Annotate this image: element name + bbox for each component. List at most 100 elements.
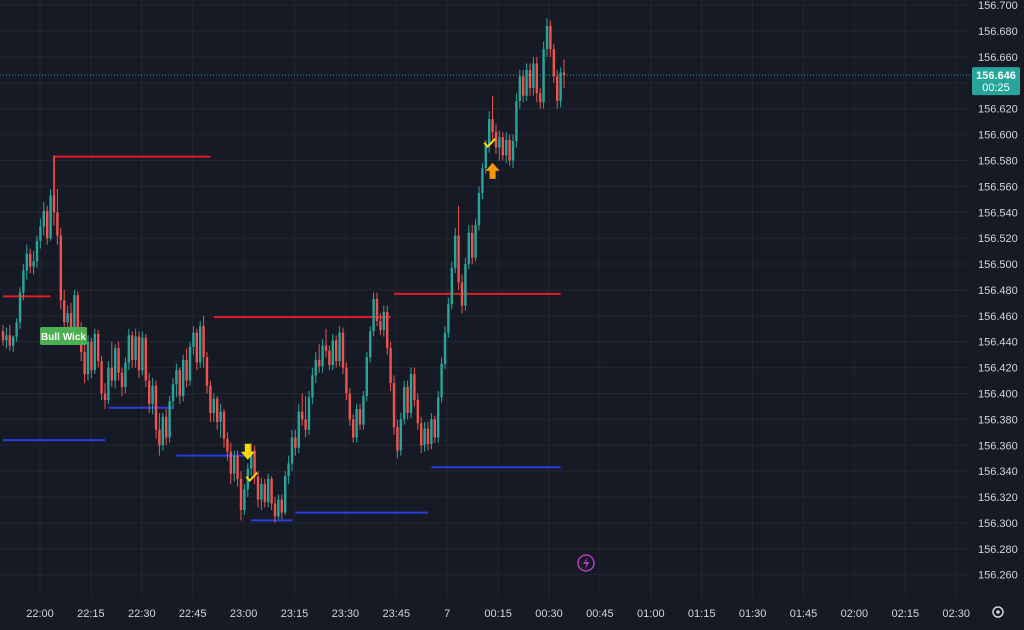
candle (528, 63, 532, 96)
lightning-icon[interactable] (577, 554, 595, 572)
candle (348, 388, 351, 426)
candle-body (42, 210, 45, 227)
candle (171, 377, 175, 410)
candle-body (100, 361, 103, 394)
candle-body (352, 419, 355, 438)
candle-body (372, 299, 375, 332)
candle-body (103, 393, 107, 400)
candle-body (52, 195, 56, 213)
candle-body (511, 141, 515, 161)
candle (515, 93, 518, 148)
candle (5, 327, 8, 349)
candle-body (450, 267, 453, 305)
candle (202, 315, 205, 368)
candle (229, 442, 232, 485)
candle-body (532, 63, 535, 89)
time-tick-label: 23:30 (332, 608, 360, 620)
candle-body (403, 387, 406, 420)
candle-body (528, 69, 532, 89)
candle-body (481, 168, 484, 193)
candle (39, 218, 42, 249)
candle (413, 367, 416, 407)
candle-body (318, 359, 321, 367)
candle-body (93, 333, 96, 371)
candle-body (69, 313, 73, 332)
candle-body (488, 119, 491, 145)
time-tick-label: 23:45 (383, 608, 411, 620)
last-price-tag[interactable] (972, 67, 1020, 96)
candle-body (375, 299, 379, 322)
candle (454, 227, 457, 274)
candle-body (423, 428, 426, 446)
price-tick-label: 156.300 (978, 518, 1018, 530)
candle-body (457, 235, 460, 283)
candle-body (474, 225, 477, 258)
candle (498, 130, 501, 161)
time-tick-label: 01:45 (790, 608, 818, 620)
candle (124, 357, 127, 394)
price-tick-label: 156.460 (978, 311, 1018, 323)
buy-arrow-icon[interactable] (485, 162, 500, 179)
candle (552, 44, 555, 83)
price-tick-label: 156.280 (978, 544, 1018, 556)
candle-body (498, 137, 501, 148)
candle (239, 471, 243, 521)
price-tick-label: 156.700 (978, 0, 1018, 12)
candle (127, 328, 130, 371)
candle (409, 367, 413, 419)
candle-body (491, 119, 494, 133)
bull-wick-label-text: Bull Wick (41, 332, 86, 343)
candle (219, 403, 222, 438)
candle (382, 305, 385, 337)
candle (107, 361, 110, 404)
candle-body (131, 335, 134, 360)
price-axis[interactable]: 156.700156.680156.660156.640156.620156.6… (978, 0, 1018, 582)
candle-body (552, 49, 555, 77)
candle (447, 297, 450, 338)
time-tick-label: 02:30 (942, 608, 970, 620)
candle (392, 375, 396, 435)
candle (549, 20, 552, 57)
candle (437, 390, 440, 443)
candle (168, 396, 171, 443)
candle (192, 326, 195, 355)
candle-body (158, 429, 161, 446)
time-tick-label: 01:15 (688, 608, 716, 620)
time-tick-label: 22:15 (77, 608, 105, 620)
candle (403, 380, 406, 425)
candle-body (39, 226, 42, 241)
candle-body (392, 383, 396, 428)
candle-body (110, 367, 113, 381)
price-tick-label: 156.560 (978, 181, 1018, 193)
candle (42, 201, 45, 236)
candle (375, 292, 379, 327)
candle-body (253, 450, 256, 477)
candle-body (335, 340, 338, 362)
sell-arrow-icon[interactable] (240, 443, 255, 460)
time-axis[interactable]: 22:00 22:15 22:30 22:45 23:00 23:15 23:30 23:45… (26, 608, 970, 620)
candle (209, 380, 212, 422)
candle-body (437, 397, 440, 438)
bull-wick-label[interactable]: Bull Wick (40, 327, 87, 345)
time-tick-label: 02:00 (841, 608, 869, 620)
candle-body (83, 352, 86, 375)
candle-body (311, 375, 314, 398)
candle-body (345, 367, 348, 394)
settings-gear-icon[interactable] (992, 606, 1004, 618)
candle (236, 450, 239, 487)
candle (426, 421, 430, 451)
candle-body (284, 476, 287, 513)
candle (25, 244, 28, 280)
candle-body (413, 374, 416, 400)
price-tick-label: 156.340 (978, 466, 1018, 478)
candle (59, 227, 62, 310)
grid-lines (0, 0, 968, 598)
candle (273, 497, 277, 523)
candle (501, 132, 504, 161)
candle (420, 416, 423, 454)
candle (287, 455, 290, 485)
candle-body (549, 25, 552, 50)
